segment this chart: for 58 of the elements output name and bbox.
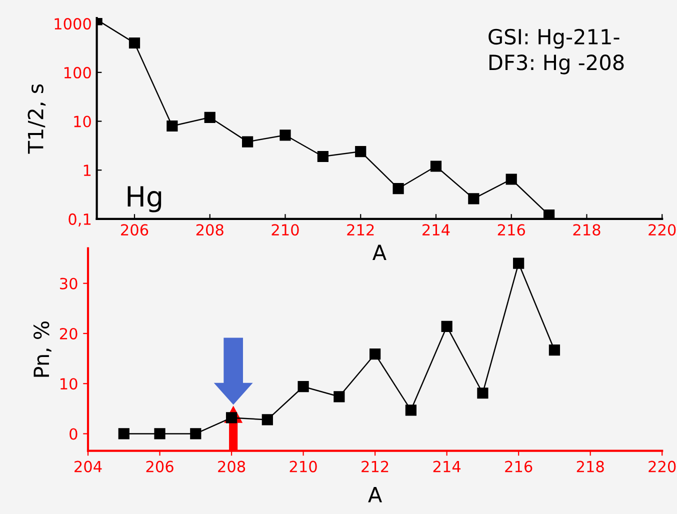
x-tick-label: 210 <box>272 224 299 236</box>
x-tick-label: 220 <box>648 460 676 472</box>
y-tick-label: 0 <box>70 428 78 440</box>
point <box>334 391 345 402</box>
x-tick-label: 208 <box>196 224 224 236</box>
point <box>370 348 381 360</box>
y-tick-label: 1 <box>84 164 91 176</box>
point <box>190 428 202 440</box>
x-tick-label: 206 <box>146 460 174 472</box>
x-tick-label: 216 <box>505 460 532 472</box>
x-tick-label: 210 <box>290 460 317 472</box>
point <box>262 414 273 426</box>
x-tick-label: 206 <box>121 224 148 236</box>
x-tick-label: 204 <box>74 460 102 472</box>
annotation: DF3: Hg -208 <box>489 54 624 74</box>
point <box>242 136 254 148</box>
point <box>204 112 216 123</box>
y-axis-title: Pn, % <box>33 321 52 377</box>
annotation: GSI: Hg-211- <box>488 28 620 49</box>
x-tick-label: 216 <box>498 224 525 236</box>
point <box>543 210 555 219</box>
y-tick-label: 10 <box>74 116 91 128</box>
point <box>468 193 480 204</box>
point <box>405 404 416 416</box>
point <box>392 182 404 194</box>
point <box>513 258 524 269</box>
point <box>477 388 488 399</box>
x-tick-label: 220 <box>648 224 676 236</box>
x-tick-label: 208 <box>218 460 246 472</box>
y-tick-label: 30 <box>60 278 78 290</box>
y-tick-label: 1000 <box>54 18 91 30</box>
point <box>430 160 442 172</box>
x-tick-label: 218 <box>573 224 600 236</box>
point <box>226 412 238 424</box>
x-tick-label: 212 <box>347 224 374 236</box>
point <box>506 174 517 185</box>
point <box>441 320 452 332</box>
point <box>166 120 178 132</box>
y-axis-title: T1/2, s <box>28 84 46 154</box>
point <box>154 428 166 440</box>
point <box>128 37 140 49</box>
annotation: Hg <box>128 186 162 212</box>
x-tick-label: 214 <box>433 460 461 472</box>
point <box>280 130 291 141</box>
point <box>298 381 309 392</box>
y-tick-label: 20 <box>60 328 78 340</box>
x-tick-label: 218 <box>576 460 604 472</box>
x-tick-label: 212 <box>362 460 388 472</box>
point <box>118 428 130 440</box>
point <box>548 344 560 356</box>
x-tick-label: 214 <box>422 224 450 236</box>
x-axis-title: A <box>372 244 386 260</box>
y-tick-label: 100 <box>64 66 91 78</box>
point <box>355 146 366 158</box>
y-tick-label: 0,1 <box>68 213 91 227</box>
point <box>317 150 328 162</box>
x-axis-title: A <box>368 487 382 502</box>
y-tick-label: 10 <box>60 378 78 390</box>
